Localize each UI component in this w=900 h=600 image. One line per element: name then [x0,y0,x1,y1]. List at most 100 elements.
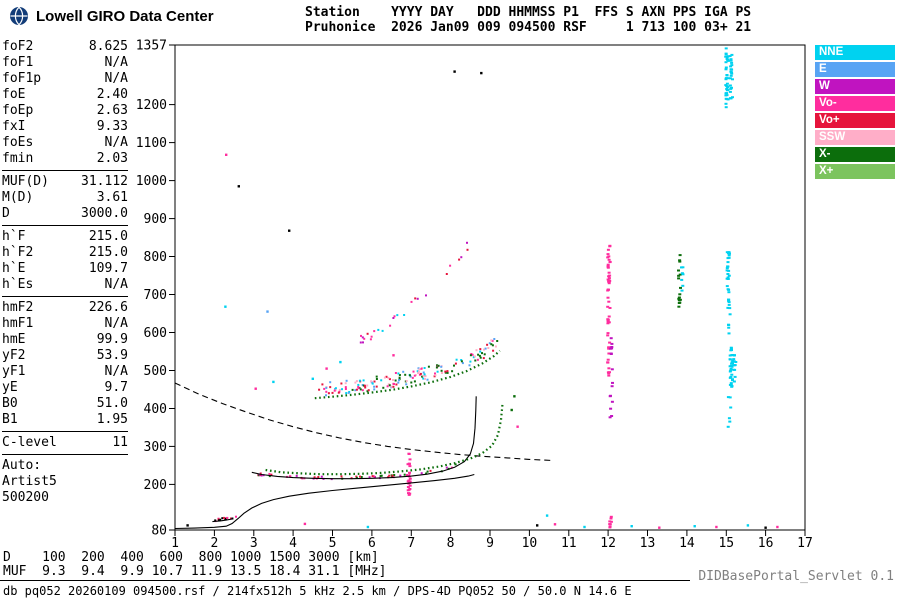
param-row-hmf1: hmF1 N/A [2,316,128,332]
param-label: hmF1 [2,316,34,331]
param-label: foF1 [2,55,34,70]
muf-row: MUF 9.3 9.4 9.9 10.7 11.9 13.5 18.4 31.1… [3,564,387,579]
svg-text:800: 800 [144,250,167,265]
svg-text:9: 9 [486,536,494,551]
param-row-h-e: h`E 109.7 [2,261,128,277]
true-height-profile [174,473,475,530]
param-value: 99.9 [96,332,128,347]
param-row-yf2: yF2 53.9 [2,348,128,364]
svg-text:400: 400 [144,402,167,417]
legend-item-w: W [815,79,895,94]
svg-text:6: 6 [368,536,376,551]
param-value: 11 [112,435,128,450]
legend-item-nne: NNE [815,45,895,60]
param-value: 8.625 [88,39,128,54]
param-label: h`F2 [2,245,34,260]
footer-divider [0,580,690,581]
svg-text:15: 15 [718,536,734,551]
param-value: N/A [104,55,128,70]
param-label: fmin [2,151,34,166]
plot-frame [174,44,806,531]
param-row-fof2: foF2 8.625 [2,39,128,55]
svg-text:8: 8 [447,536,455,551]
param-value: N/A [104,135,128,150]
param-label: h`F [2,229,26,244]
param-value: 226.6 [88,300,128,315]
param-row-m-d: M(D) 3.61 [2,190,128,206]
svg-text:200: 200 [144,478,167,493]
param-label: h`E [2,261,26,276]
legend-item-vo: Vo+ [815,113,895,128]
param-label: hmE [2,332,26,347]
svg-text:16: 16 [758,536,774,551]
param-label: h`Es [2,277,34,292]
parameter-panel: foF2 8.625 foF1 N/A foF1p N/A foE 2.40 foEp 2.63 f… [2,39,128,506]
param-value: N/A [104,364,128,379]
param-row-b1: B1 1.95 [2,412,128,428]
param-row-fxi: fxI 9.33 [2,119,128,135]
param-label: D [2,206,10,221]
svg-text:300: 300 [144,440,167,455]
param-separator [2,296,128,297]
svg-text:11: 11 [561,536,577,551]
param-label: MUF(D) [2,174,49,189]
param-label: fxI [2,119,26,134]
station-header: Station YYYY DAY DDD HHMMSS P1 FFS S AXN… [305,5,751,35]
legend-item-x: X- [815,147,895,162]
svg-text:1000: 1000 [136,174,167,189]
param-label: yE [2,380,18,395]
param-label: B1 [2,412,18,427]
param-label: yF1 [2,364,26,379]
param-value: 3.61 [96,190,128,205]
param-value: 215.0 [88,245,128,260]
param-row-hme: hmE 99.9 [2,332,128,348]
second-hop-x-edge [314,349,501,400]
param-value: N/A [104,277,128,292]
param-value: 9.7 [104,380,128,395]
giro-globe-logo-icon [10,6,28,26]
param-row-muf-d: MUF(D) 31.112 [2,174,128,190]
param-row-fof1: foF1 N/A [2,55,128,71]
param-value: N/A [104,71,128,86]
echo-scatter-bands [214,241,499,523]
param-row-yf1: yF1 N/A [2,364,128,380]
param-label: hmF2 [2,300,34,315]
svg-text:1100: 1100 [136,136,167,151]
param-value: 51.0 [96,396,128,411]
auto-scaler-auto: Auto: [2,458,42,473]
param-row-ye: yE 9.7 [2,380,128,396]
auto-scaler-artist5: Artist5 [2,474,57,489]
svg-text:7: 7 [407,536,415,551]
param-row-b0: B0 51.0 [2,396,128,412]
station-header-labels: Station YYYY DAY DDD HHMMSS P1 FFS S AXN… [305,5,752,20]
svg-text:500: 500 [144,364,167,379]
param-value: N/A [104,316,128,331]
brand: Lowell GIRO Data Center [8,5,214,27]
param-value: 3000.0 [81,206,128,221]
param-label: foEs [2,135,34,150]
svg-text:1: 1 [171,536,179,551]
param-label: foEp [2,103,34,118]
param-row-foes: foEs N/A [2,135,128,151]
measurement-info: db pq052 20260109 094500.rsf / 214fx512h… [3,584,632,598]
brand-title: Lowell GIRO Data Center [36,7,214,25]
svg-text:13: 13 [640,536,656,551]
svg-text:10: 10 [522,536,538,551]
param-label: B0 [2,396,18,411]
param-label: foF2 [2,39,34,54]
station-header-values: Pruhonice 2026 Jan09 009 094500 RSF 1 71… [305,20,752,35]
param-value: 31.112 [81,174,128,189]
param-label: M(D) [2,190,34,205]
param-value: 1.95 [96,412,128,427]
param-value: 2.40 [96,87,128,102]
param-row-d: D 3000.0 [2,206,128,222]
trace-lines [174,349,554,530]
muf-distance-table: D 100 200 400 600 800 1000 1500 3000 [km… [3,551,387,579]
svg-text:600: 600 [144,326,167,341]
param-label: foE [2,87,26,102]
param-label: foF1p [2,71,42,86]
param-separator [2,170,128,171]
y-axis: 80 200 300 400 500 600 700 800 900 1000 1100 1200 13… [136,39,175,539]
param-row-h-f2: h`F2 215.0 [2,245,128,261]
